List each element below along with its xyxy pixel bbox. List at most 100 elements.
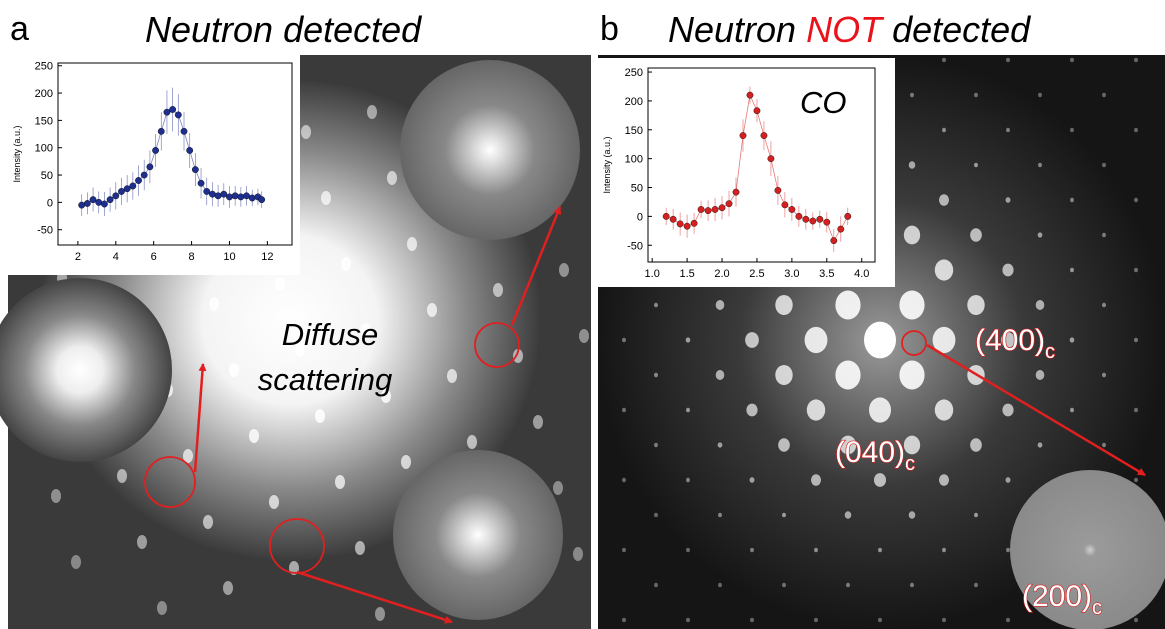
diffraction-spot: [654, 583, 658, 588]
diffraction-spot: [942, 128, 946, 133]
magnified-spot: [393, 450, 563, 620]
diffraction-spot: [904, 436, 920, 455]
diffraction-spot: [1102, 443, 1106, 448]
diffraction-spot: [939, 474, 949, 486]
diffraction-spot: [1036, 300, 1045, 310]
diffraction-spot: [750, 548, 754, 553]
x-tick-label: 3.5: [819, 268, 834, 280]
diffraction-spot: [367, 105, 377, 119]
data-point: [698, 206, 704, 212]
title-part: Neutron: [668, 9, 806, 50]
diffraction-spot: [1134, 198, 1138, 203]
diffraction-spot: [878, 618, 882, 623]
y-tick-label: 200: [625, 96, 643, 108]
index: (040): [835, 436, 905, 469]
data-point: [181, 128, 187, 134]
data-point: [761, 132, 767, 138]
diffraction-spot: [716, 300, 725, 310]
diffraction-spot: [622, 338, 626, 343]
x-tick-label: 3.0: [784, 268, 799, 280]
diffraction-spot: [622, 478, 626, 483]
data-point: [691, 220, 697, 226]
title-part: Neutron detected: [145, 9, 422, 50]
diffraction-spot: [533, 415, 543, 429]
data-point: [130, 183, 136, 189]
magnified-spot: [400, 60, 580, 240]
data-point: [192, 166, 198, 172]
diffraction-spot: [375, 607, 385, 621]
data-point: [215, 193, 221, 199]
diffraction-spot: [970, 438, 982, 451]
diffraction-spot: [909, 161, 916, 169]
diffraction-spot: [401, 455, 411, 469]
data-point: [124, 186, 130, 192]
diffraction-spot: [137, 535, 147, 549]
data-point: [164, 109, 170, 115]
data-point: [726, 200, 732, 206]
diffraction-spot: [1070, 268, 1074, 273]
data-point: [96, 199, 102, 205]
diffraction-spot: [869, 397, 891, 422]
data-point: [789, 206, 795, 212]
y-tick-label: 150: [625, 125, 643, 137]
diffraction-spot: [750, 477, 755, 483]
y-axis-label: Intensity (a.u.): [12, 125, 22, 182]
inset-b-bg: [598, 58, 895, 287]
diffraction-spot: [203, 515, 213, 529]
diffraction-spot: [974, 93, 978, 98]
data-point: [113, 193, 119, 199]
data-point: [803, 216, 809, 222]
panel-label: b: [600, 10, 619, 48]
x-tick-label: 6: [151, 251, 157, 263]
diffraction-spot: [493, 283, 503, 297]
diffraction-spot: [775, 365, 792, 385]
diffraction-spot: [942, 548, 946, 553]
diffraction-spot: [686, 548, 690, 553]
data-point: [705, 207, 711, 213]
diffraction-spot: [910, 583, 914, 588]
diffraction-spot: [427, 303, 437, 317]
subscript: c: [905, 453, 915, 475]
y-tick-label: 200: [35, 88, 53, 100]
data-point: [838, 226, 844, 232]
data-point: [147, 164, 153, 170]
diffraction-spot: [315, 409, 325, 423]
diffraction-spot: [1006, 128, 1010, 133]
data-point: [232, 193, 238, 199]
title-part: NOT: [806, 9, 885, 50]
diffraction-spot: [835, 290, 860, 319]
diffraction-spot: [942, 58, 946, 63]
diffraction-spot: [269, 495, 279, 509]
x-tick-label: 1.0: [645, 268, 660, 280]
diffraction-spot: [654, 303, 658, 308]
diffraction-spot: [974, 583, 978, 588]
diffraction-spot: [355, 541, 365, 555]
data-point: [684, 223, 690, 229]
data-point: [810, 218, 816, 224]
diffraction-spot: [209, 297, 219, 311]
panel-label: a: [10, 10, 29, 48]
y-tick-label: 250: [35, 61, 53, 73]
data-point: [243, 193, 249, 199]
diffraction-spot: [874, 473, 886, 487]
diffraction-spot: [718, 442, 723, 447]
diffraction-spot: [775, 295, 792, 315]
data-point: [198, 180, 204, 186]
panel-title: Neutron detected: [145, 9, 422, 50]
diffraction-spot: [1070, 58, 1074, 63]
panel-title: Neutron NOT detected: [668, 9, 1031, 50]
diffraction-spot: [942, 618, 946, 623]
y-tick-label: 50: [631, 183, 643, 195]
data-point: [817, 216, 823, 222]
y-tick-label: 50: [41, 170, 53, 182]
data-point: [152, 147, 158, 153]
data-point: [670, 216, 676, 222]
data-point: [238, 194, 244, 200]
diffraction-spot: [654, 373, 658, 378]
diffraction-spot: [970, 228, 982, 241]
data-point: [107, 196, 113, 202]
diffraction-spot: [1102, 233, 1106, 238]
diffraction-spot: [878, 548, 882, 553]
y-axis-label: Intensity (a.u.): [602, 136, 612, 193]
data-point: [175, 112, 181, 118]
